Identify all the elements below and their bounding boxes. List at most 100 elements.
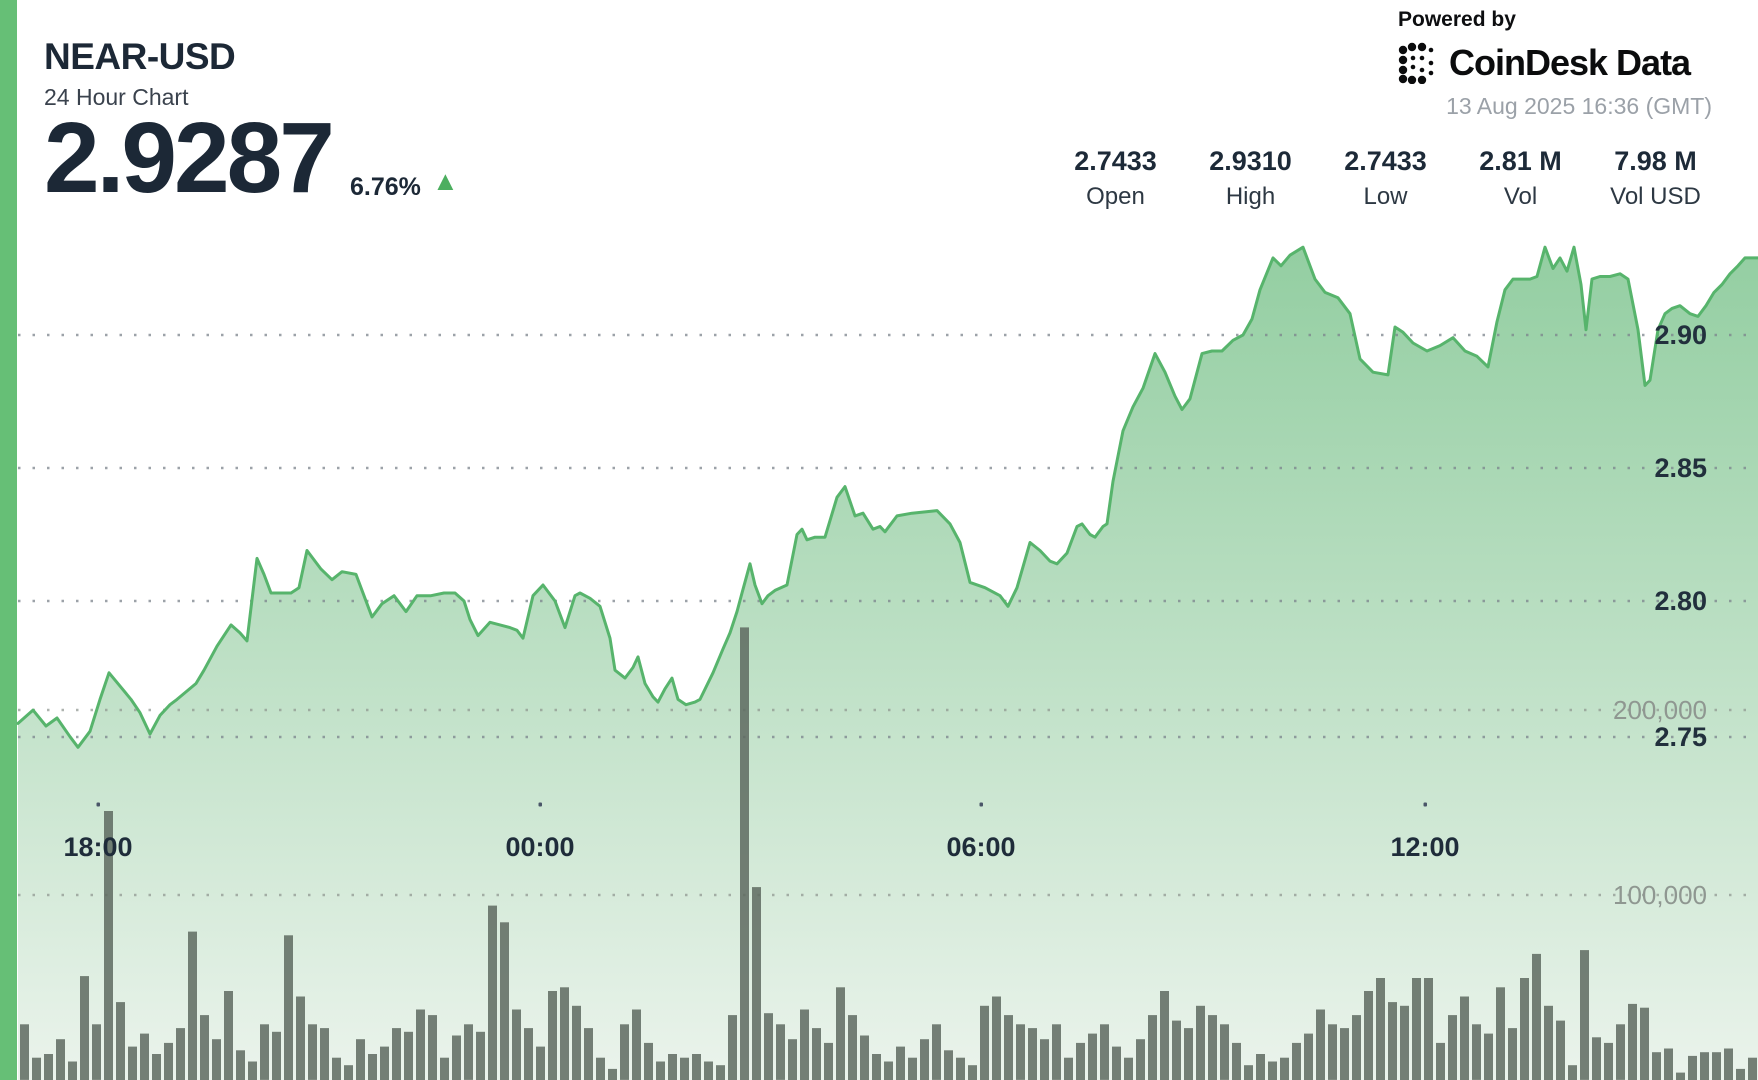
x-tick-dot-06:00 [979, 802, 983, 807]
volume-bar [836, 987, 845, 1080]
stat-high: 2.9310 High [1183, 146, 1318, 211]
x-axis-label-06:00: 06:00 [946, 832, 1015, 862]
volume-bar [404, 1031, 413, 1080]
x-axis-label-12:00: 12:00 [1390, 832, 1459, 862]
stat-high-label: High [1225, 183, 1276, 210]
volume-bar [992, 996, 1001, 1080]
volume-bar [200, 1015, 209, 1080]
volume-bar [1136, 1039, 1145, 1080]
volume-bar [1652, 1052, 1661, 1080]
volume-bar [1376, 978, 1385, 1080]
volume-bar [164, 1042, 173, 1080]
volume-bar [620, 1024, 629, 1080]
volume-bar [800, 1009, 809, 1080]
volume-bar [68, 1061, 77, 1080]
volume-bar [1184, 1028, 1193, 1080]
volume-bar [1448, 1015, 1457, 1080]
stat-vol-value: 2.81 M [1479, 146, 1562, 176]
volume-bar [152, 1054, 161, 1080]
volume-bar [764, 1013, 773, 1080]
volume-bar [428, 1015, 437, 1080]
volume-bar [1280, 1057, 1289, 1080]
volume-bar [1340, 1028, 1349, 1080]
volume-bar [1556, 1020, 1565, 1080]
volume-bar [1100, 1024, 1109, 1080]
volume-bar [1412, 978, 1421, 1080]
volume-bar [728, 1015, 737, 1080]
volume-bar [752, 887, 761, 1080]
volume-bar [272, 1031, 281, 1080]
volume-bar [584, 1028, 593, 1080]
stat-open: 2.7433 Open [1048, 146, 1183, 211]
price-axis-label-2.85: 2.85 [1654, 453, 1707, 483]
volume-bar [332, 1057, 341, 1080]
volume-bar [1112, 1046, 1121, 1080]
x-tick-dot-12:00 [1423, 802, 1427, 807]
volume-bar [1148, 1015, 1157, 1080]
volume-bar [716, 1065, 725, 1080]
volume-bar [1496, 987, 1505, 1080]
volume-bar [980, 1005, 989, 1080]
volume-bar [488, 905, 497, 1080]
volume-bar [356, 1039, 365, 1080]
volume-bar [260, 1024, 269, 1080]
volume-bar [20, 1024, 29, 1080]
volume-bar [884, 1061, 893, 1080]
stat-low-value: 2.7433 [1344, 146, 1427, 176]
price-area-fill [18, 247, 1758, 1080]
volume-bar [1052, 1024, 1061, 1080]
volume-bar [668, 1054, 677, 1080]
volume-bar [320, 1028, 329, 1080]
volume-bar [812, 1028, 821, 1080]
x-axis-label-18:00: 18:00 [63, 832, 132, 862]
volume-bar [1160, 991, 1169, 1080]
volume-bar [1724, 1048, 1733, 1080]
x-axis-label-00:00: 00:00 [505, 832, 574, 862]
volume-bar [284, 935, 293, 1080]
volume-bar [1640, 1007, 1649, 1080]
volume-bar [1400, 1005, 1409, 1080]
volume-axis-label-100,000: 100,000 [1613, 880, 1707, 910]
volume-axis-label-200,000: 200,000 [1613, 695, 1707, 725]
volume-bar [1472, 1024, 1481, 1080]
x-tick-dot-00:00 [538, 802, 542, 807]
volume-bar [956, 1057, 965, 1080]
volume-bar [32, 1057, 41, 1080]
volume-bar [1460, 996, 1469, 1080]
price-axis-label-2.80: 2.80 [1654, 586, 1707, 616]
volume-bar [596, 1057, 605, 1080]
volume-bar [1172, 1020, 1181, 1080]
volume-bar [116, 1002, 125, 1080]
ohlc-stats-row: 2.7433 Open 2.9310 High 2.7433 Low 2.81 … [1048, 146, 1724, 211]
price-area-path [18, 247, 1758, 1080]
volume-bar [188, 931, 197, 1080]
volume-bar [92, 1024, 101, 1080]
volume-bar [1676, 1072, 1685, 1080]
volume-bar [848, 1015, 857, 1080]
volume-bar [704, 1061, 713, 1080]
volume-bar [1736, 1068, 1745, 1080]
volume-bar [572, 1005, 581, 1080]
volume-bar [56, 1039, 65, 1080]
volume-bar [1604, 1042, 1613, 1080]
volume-bar [1316, 1009, 1325, 1080]
volume-bar [1064, 1057, 1073, 1080]
volume-bar [1232, 1042, 1241, 1080]
volume-bar [776, 1024, 785, 1080]
volume-bar [452, 1035, 461, 1080]
volume-bar [512, 1009, 521, 1080]
coindesk-mark-icon [1398, 42, 1434, 84]
stat-vol-usd-label: Vol USD [1610, 183, 1701, 210]
stat-open-label: Open [1086, 183, 1145, 210]
branding-block: Powered by CoinDesk Data 13 Aug 2025 16:… [1398, 8, 1712, 120]
volume-bar [1664, 1048, 1673, 1080]
volume-bar [416, 1009, 425, 1080]
volume-bar [1268, 1061, 1277, 1080]
volume-bar [560, 987, 569, 1080]
volume-bar [1196, 1005, 1205, 1080]
volume-bar [1088, 1033, 1097, 1080]
volume-bar [608, 1068, 617, 1080]
volume-bar [1436, 1042, 1445, 1080]
stat-vol-usd-value: 7.98 M [1614, 146, 1697, 176]
